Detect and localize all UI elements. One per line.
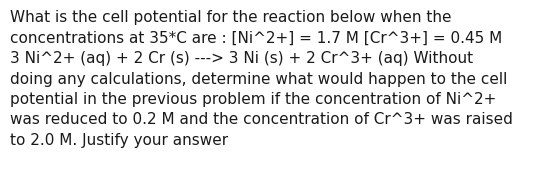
Text: What is the cell potential for the reaction below when the
concentrations at 35*: What is the cell potential for the react… — [10, 10, 513, 148]
